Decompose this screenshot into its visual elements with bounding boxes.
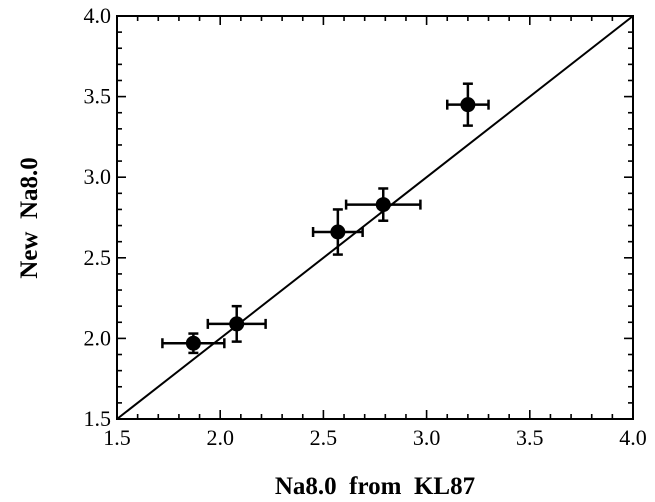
y-axis-tick-labels: 1.5 2.0 2.5 3.0 3.5 4.0 xyxy=(84,3,112,431)
x-tick-label: 1.5 xyxy=(103,425,131,450)
data-point xyxy=(229,316,245,332)
y-axis-ticks xyxy=(117,15,633,420)
x-tick-label: 4.0 xyxy=(619,425,647,450)
y-tick-label: 3.5 xyxy=(84,84,112,109)
x-tick-label: 2.0 xyxy=(206,425,234,450)
y-tick-label: 2.5 xyxy=(84,245,112,270)
data-point-group xyxy=(206,304,267,343)
data-points xyxy=(161,82,490,355)
y-tick-label: 2.0 xyxy=(84,325,112,350)
y-tick-label: 4.0 xyxy=(84,3,112,28)
data-point xyxy=(460,97,476,113)
data-point xyxy=(375,197,391,213)
data-point-group xyxy=(161,332,226,355)
data-point-group xyxy=(445,82,490,127)
x-axis-tick-labels: 1.5 2.0 2.5 3.0 3.5 4.0 xyxy=(103,425,647,450)
data-point-group xyxy=(311,208,364,256)
x-axis-title: Na8.0 from KL87 xyxy=(275,473,475,500)
plot-frame xyxy=(116,15,634,420)
x-tick-label: 3.0 xyxy=(413,425,441,450)
data-point-group xyxy=(344,187,422,222)
y-tick-label: 3.0 xyxy=(84,164,112,189)
x-axis-ticks xyxy=(116,16,634,419)
y-tick-label: 1.5 xyxy=(84,406,112,431)
data-point xyxy=(185,335,201,351)
x-tick-label: 2.5 xyxy=(310,425,338,450)
x-tick-label: 3.5 xyxy=(516,425,544,450)
y-axis-title: New Na8.0 xyxy=(16,157,43,279)
plot-area: 1.5 2.0 2.5 3.0 3.5 4.0 1.5 2.0 2.5 3.0 3.5 4.0 xyxy=(84,3,647,450)
one-to-one-line xyxy=(116,15,634,420)
data-point xyxy=(330,224,346,240)
